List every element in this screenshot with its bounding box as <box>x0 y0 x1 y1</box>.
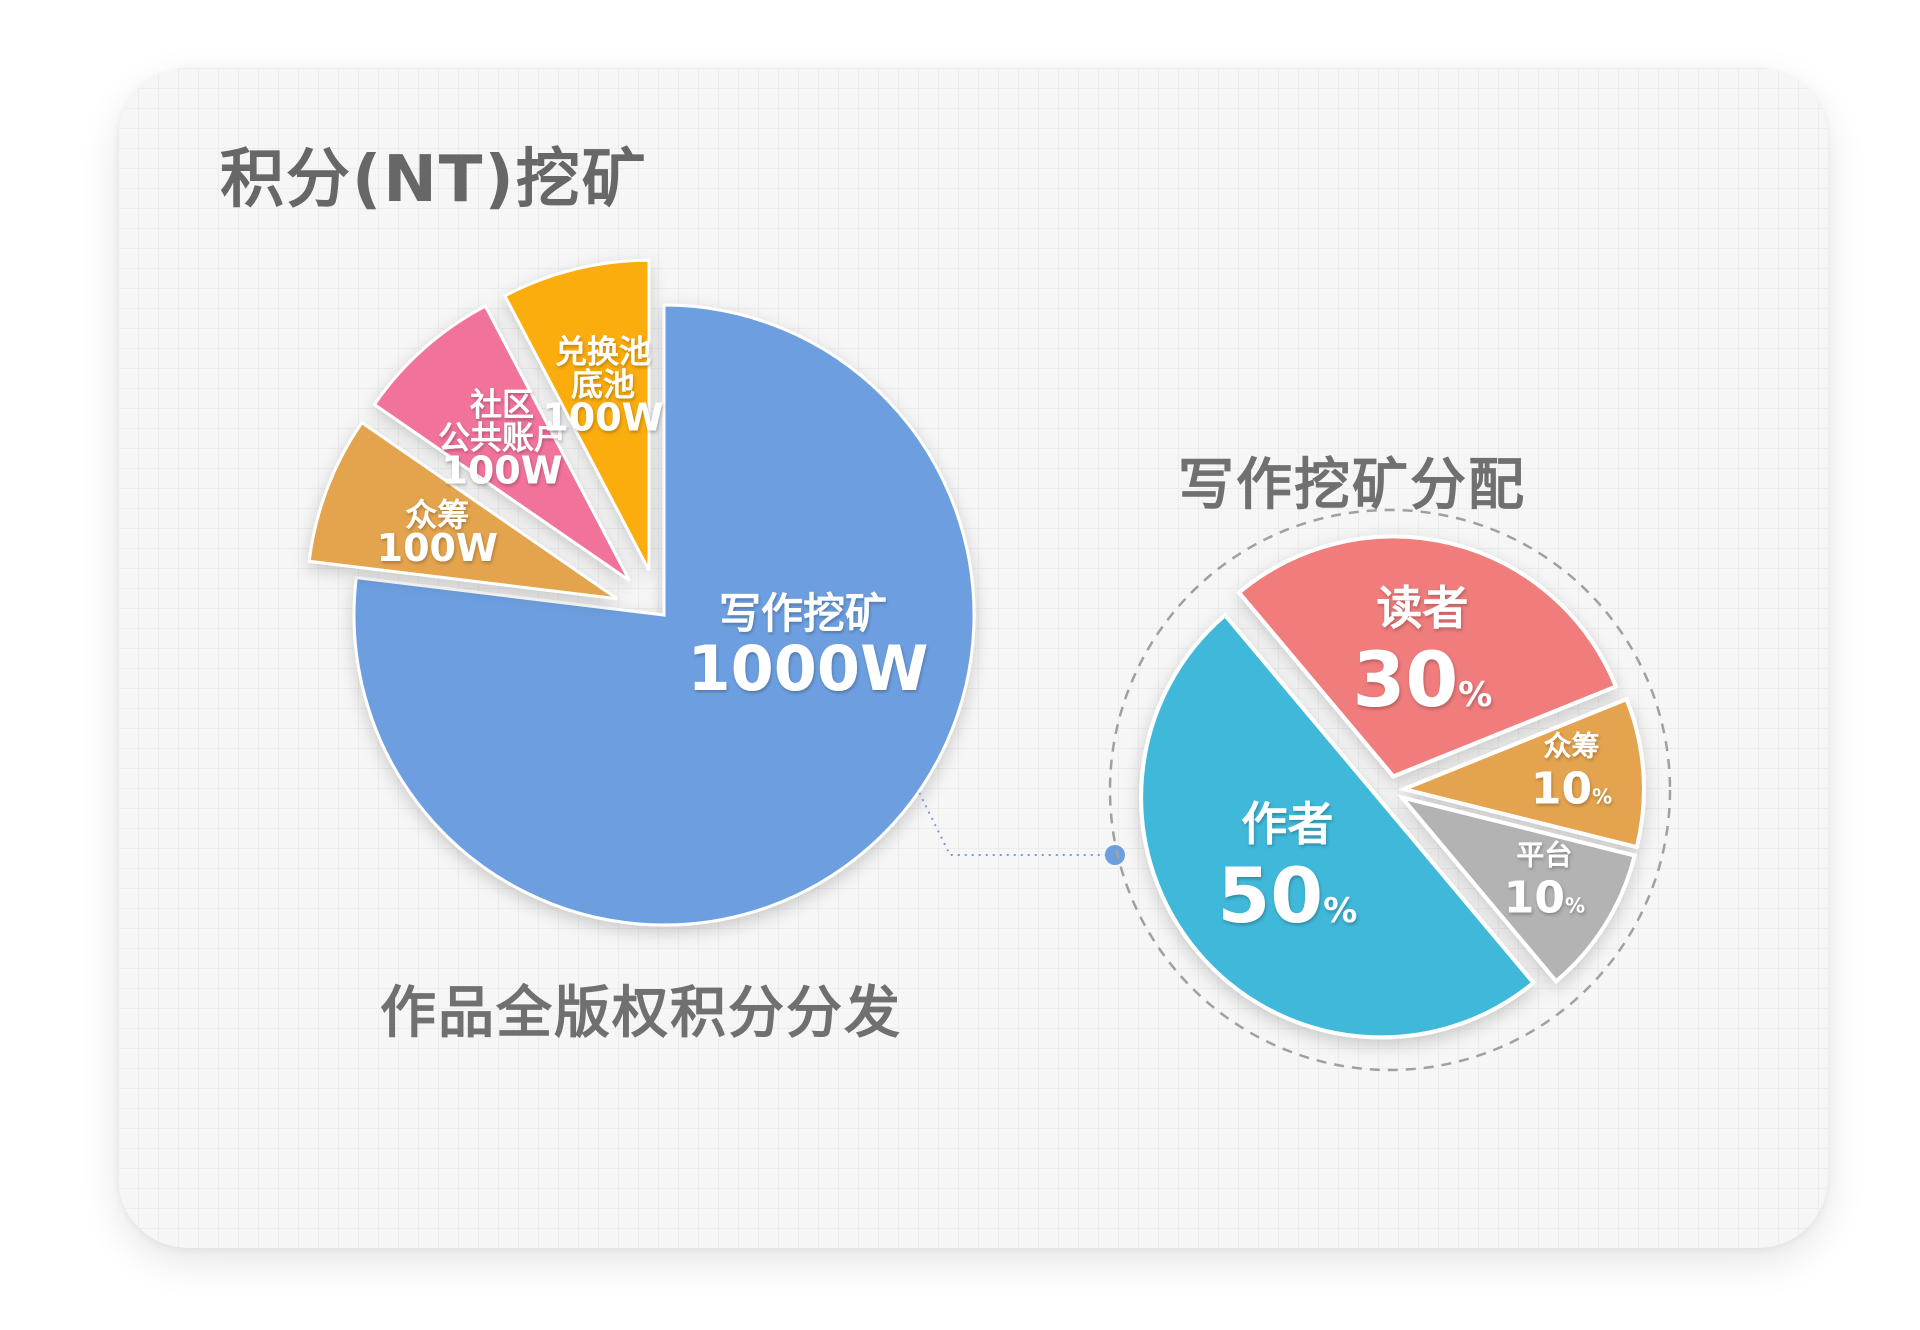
left-label-众筹-0: 众筹 <box>405 496 469 534</box>
left-value-兑换池底池: 100W <box>542 396 663 440</box>
right-slice-读者 <box>1236 534 1619 779</box>
left-slice-社区公共账户 <box>372 304 631 582</box>
left-slice-兑换池底池 <box>502 258 651 572</box>
left-label-兑换池底池-1: 底池 <box>571 366 635 404</box>
connector-dot <box>1105 845 1125 865</box>
left-label-兑换池底池-0: 兑换池 <box>555 333 651 371</box>
pie-caption: 作品全版权积分分发 <box>380 981 902 1046</box>
left-label-社区公共账户-1: 公共账户 <box>438 419 566 457</box>
left-label-社区公共账户-0: 社区 <box>470 386 534 424</box>
left-value-写作挖矿: 1000W <box>688 632 929 705</box>
right-slice-平台 <box>1396 793 1638 985</box>
right-label-众筹: 众筹 <box>1544 729 1600 762</box>
right-label-作者: 作者 <box>1241 797 1333 851</box>
right-label-平台: 平台 <box>1516 838 1572 871</box>
left-label-写作挖矿: 写作挖矿 <box>719 589 887 638</box>
left-value-社区公共账户: 100W <box>441 449 562 493</box>
left-slice-众筹 <box>307 420 618 601</box>
right-slice-众筹 <box>1397 696 1646 850</box>
distribution-title: 写作挖矿分配 <box>1178 453 1526 518</box>
right-slice-作者 <box>1139 612 1537 1040</box>
left-value-众筹: 100W <box>377 526 498 570</box>
right-label-读者: 读者 <box>1376 581 1468 635</box>
page-title: 积分(NT)挖矿 <box>220 143 648 217</box>
connector <box>875 704 1125 865</box>
dashed-ring <box>1108 508 1672 1072</box>
left-slice-写作挖矿 <box>352 303 976 927</box>
